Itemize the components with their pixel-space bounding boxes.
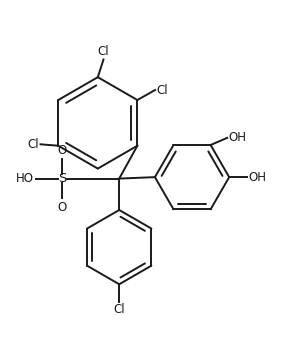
Text: O: O	[57, 201, 67, 213]
Text: Cl: Cl	[156, 84, 168, 96]
Text: O: O	[57, 144, 67, 157]
Text: Cl: Cl	[113, 303, 125, 316]
Text: OH: OH	[248, 171, 266, 184]
Text: S: S	[58, 172, 66, 185]
Text: Cl: Cl	[28, 138, 39, 151]
Text: HO: HO	[15, 172, 34, 185]
Text: OH: OH	[229, 131, 247, 144]
Text: Cl: Cl	[98, 45, 109, 58]
